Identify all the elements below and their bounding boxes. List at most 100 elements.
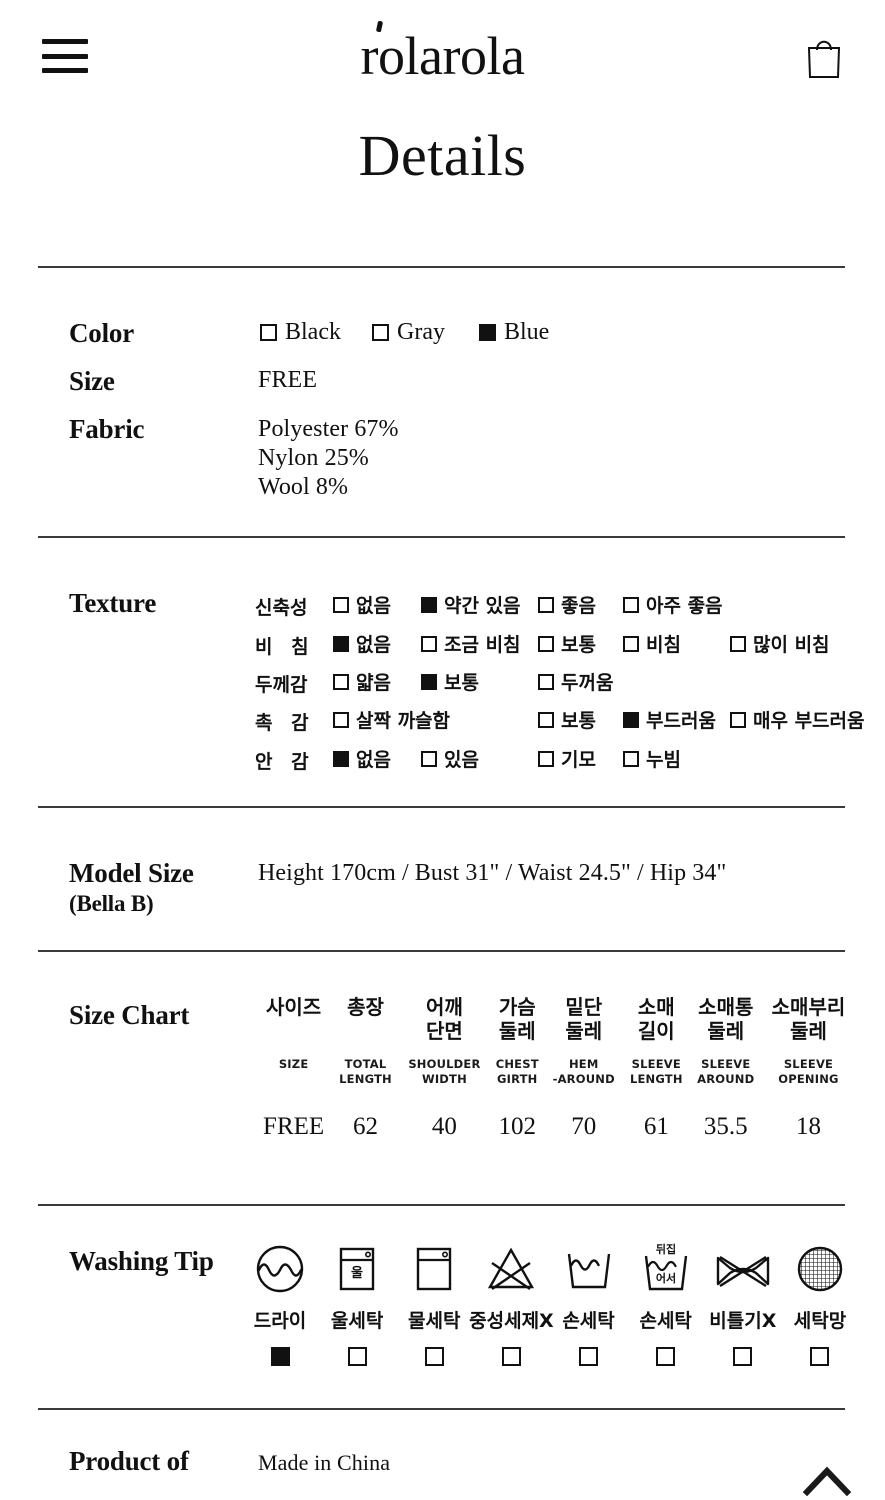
laundry-net-icon <box>793 1238 847 1300</box>
texture-option-label: 비침 <box>646 634 681 656</box>
texture-option[interactable]: 기모 <box>538 745 596 772</box>
checkbox[interactable] <box>421 596 437 613</box>
checkbox[interactable] <box>372 324 389 341</box>
checkbox[interactable] <box>421 673 437 690</box>
checkbox[interactable] <box>538 711 554 728</box>
washing-tip-item[interactable]: 드라이 <box>245 1238 315 1366</box>
washing-tip-item[interactable]: 중성세제X <box>469 1238 554 1366</box>
shopping-bag-icon[interactable] <box>805 33 843 79</box>
size-chart-cell: 35.5 <box>703 1113 748 1141</box>
texture-option-label: 매우 부드러움 <box>753 710 865 732</box>
checkbox[interactable] <box>421 635 437 652</box>
texture-option[interactable]: 매우 부드러움 <box>730 706 865 733</box>
texture-option[interactable]: 얇음 <box>333 668 391 695</box>
checkbox[interactable] <box>347 1347 367 1366</box>
checkbox[interactable] <box>333 596 349 613</box>
color-option-label: Black <box>285 319 341 345</box>
checkbox[interactable] <box>730 635 746 652</box>
checkbox[interactable] <box>656 1347 676 1366</box>
checkbox[interactable] <box>538 750 554 767</box>
size-chart-cell: 40 <box>431 1113 457 1141</box>
checkbox[interactable] <box>333 673 349 690</box>
checkbox[interactable] <box>421 750 437 767</box>
checkbox[interactable] <box>538 635 554 652</box>
washing-tip-item-label: 울세탁 <box>330 1310 384 1332</box>
do-not-wring-icon <box>713 1238 773 1300</box>
texture-option[interactable]: 약간 있음 <box>421 591 521 618</box>
texture-option[interactable]: 아주 좋음 <box>623 591 723 618</box>
washing-tip-item-label: 비틀기X <box>709 1310 777 1332</box>
texture-row: 촉 감 살짝 까슬함 보통 부드러움 매우 부드러움 <box>255 708 875 734</box>
checkbox[interactable] <box>501 1347 521 1366</box>
hand-wash-turn-inside-out-icon: 뒤집 어서 <box>639 1238 693 1300</box>
texture-option[interactable]: 부드러움 <box>623 706 716 733</box>
size-value: FREE <box>258 367 318 393</box>
size-chart-en-header: HEM -AROUND <box>552 1056 615 1086</box>
size-label: Size <box>69 366 115 396</box>
checkbox[interactable] <box>333 711 349 728</box>
texture-row-name-text: 안 감 <box>255 751 315 773</box>
texture-option[interactable]: 조금 비침 <box>421 630 521 657</box>
model-size-sublabel: (Bella B) <box>69 891 154 916</box>
texture-option[interactable]: 보통 <box>538 706 596 733</box>
color-label: Color <box>69 318 134 348</box>
texture-option[interactable]: 없음 <box>333 591 391 618</box>
checkbox[interactable] <box>270 1347 290 1366</box>
checkbox[interactable] <box>730 711 746 728</box>
texture-option[interactable]: 없음 <box>333 745 391 772</box>
chevron-up-icon[interactable] <box>801 1462 853 1497</box>
texture-option[interactable]: 누빔 <box>623 745 681 772</box>
texture-option[interactable]: 좋음 <box>538 591 596 618</box>
size-chart-label: Size Chart <box>69 1000 190 1030</box>
checkbox[interactable] <box>623 711 639 728</box>
size-chart-cell: 102 <box>498 1113 536 1141</box>
washing-tip-item[interactable]: 울 울세탁 <box>322 1238 392 1366</box>
texture-option[interactable]: 많이 비침 <box>730 630 830 657</box>
texture-option[interactable]: 보통 <box>538 630 596 657</box>
texture-option[interactable]: 살짝 까슬함 <box>333 706 450 733</box>
model-size-label: Model Size (Bella B) <box>69 858 194 917</box>
color-option-gray[interactable]: Gray <box>372 319 445 346</box>
checkbox[interactable] <box>479 324 496 341</box>
size-chart-cell: 70 <box>571 1113 597 1141</box>
checkbox[interactable] <box>579 1347 599 1366</box>
checkbox[interactable] <box>623 635 639 652</box>
size-chart-table: 사이즈 총장 어깨 단면 가슴 둘레 밑단 둘레 소매 길이 소매통 둘레 소매… <box>255 995 855 1141</box>
size-chart-ko-header: 소매통 둘레 <box>698 995 754 1044</box>
hamburger-menu-icon[interactable] <box>42 39 88 73</box>
divider <box>38 266 845 268</box>
size-chart-ko-header: 사이즈 <box>266 995 322 1019</box>
checkbox[interactable] <box>810 1347 830 1366</box>
washing-tip-item[interactable]: 비틀기X <box>708 1238 778 1366</box>
texture-option[interactable]: 있음 <box>421 745 479 772</box>
washing-tip-item[interactable]: 세탁망 <box>785 1238 855 1366</box>
color-option-blue[interactable]: Blue <box>479 319 549 346</box>
brand-logo[interactable]: rolarola <box>360 26 525 86</box>
texture-option[interactable]: 없음 <box>333 630 391 657</box>
color-option-label: Gray <box>397 319 445 345</box>
color-option-black[interactable]: Black <box>260 319 341 346</box>
washing-tip-item[interactable]: 뒤집 어서 손세탁 <box>631 1238 701 1366</box>
checkbox[interactable] <box>538 673 554 690</box>
checkbox[interactable] <box>333 750 349 767</box>
texture-option[interactable]: 두꺼움 <box>538 668 613 695</box>
checkbox[interactable] <box>733 1347 753 1366</box>
size-chart-ko-header: 소매 길이 <box>637 995 675 1044</box>
size-chart-en-header: SLEEVE LENGTH <box>629 1056 683 1086</box>
checkbox[interactable] <box>424 1347 444 1366</box>
texture-option-label: 없음 <box>356 634 391 656</box>
checkbox[interactable] <box>333 635 349 652</box>
checkbox[interactable] <box>538 596 554 613</box>
texture-option[interactable]: 보통 <box>421 668 479 695</box>
texture-option-label: 있음 <box>444 749 479 771</box>
washing-tip-item[interactable]: 물세탁 <box>399 1238 469 1366</box>
washing-tip-item[interactable]: 손세탁 <box>554 1238 624 1366</box>
checkbox[interactable] <box>260 324 277 341</box>
texture-option[interactable]: 비침 <box>623 630 681 657</box>
checkbox[interactable] <box>623 750 639 767</box>
size-chart-ko-header: 가슴 둘레 <box>498 995 536 1044</box>
fabric-line-1: Polyester 67% <box>258 416 399 442</box>
checkbox[interactable] <box>623 596 639 613</box>
texture-option-label: 얇음 <box>356 672 391 694</box>
